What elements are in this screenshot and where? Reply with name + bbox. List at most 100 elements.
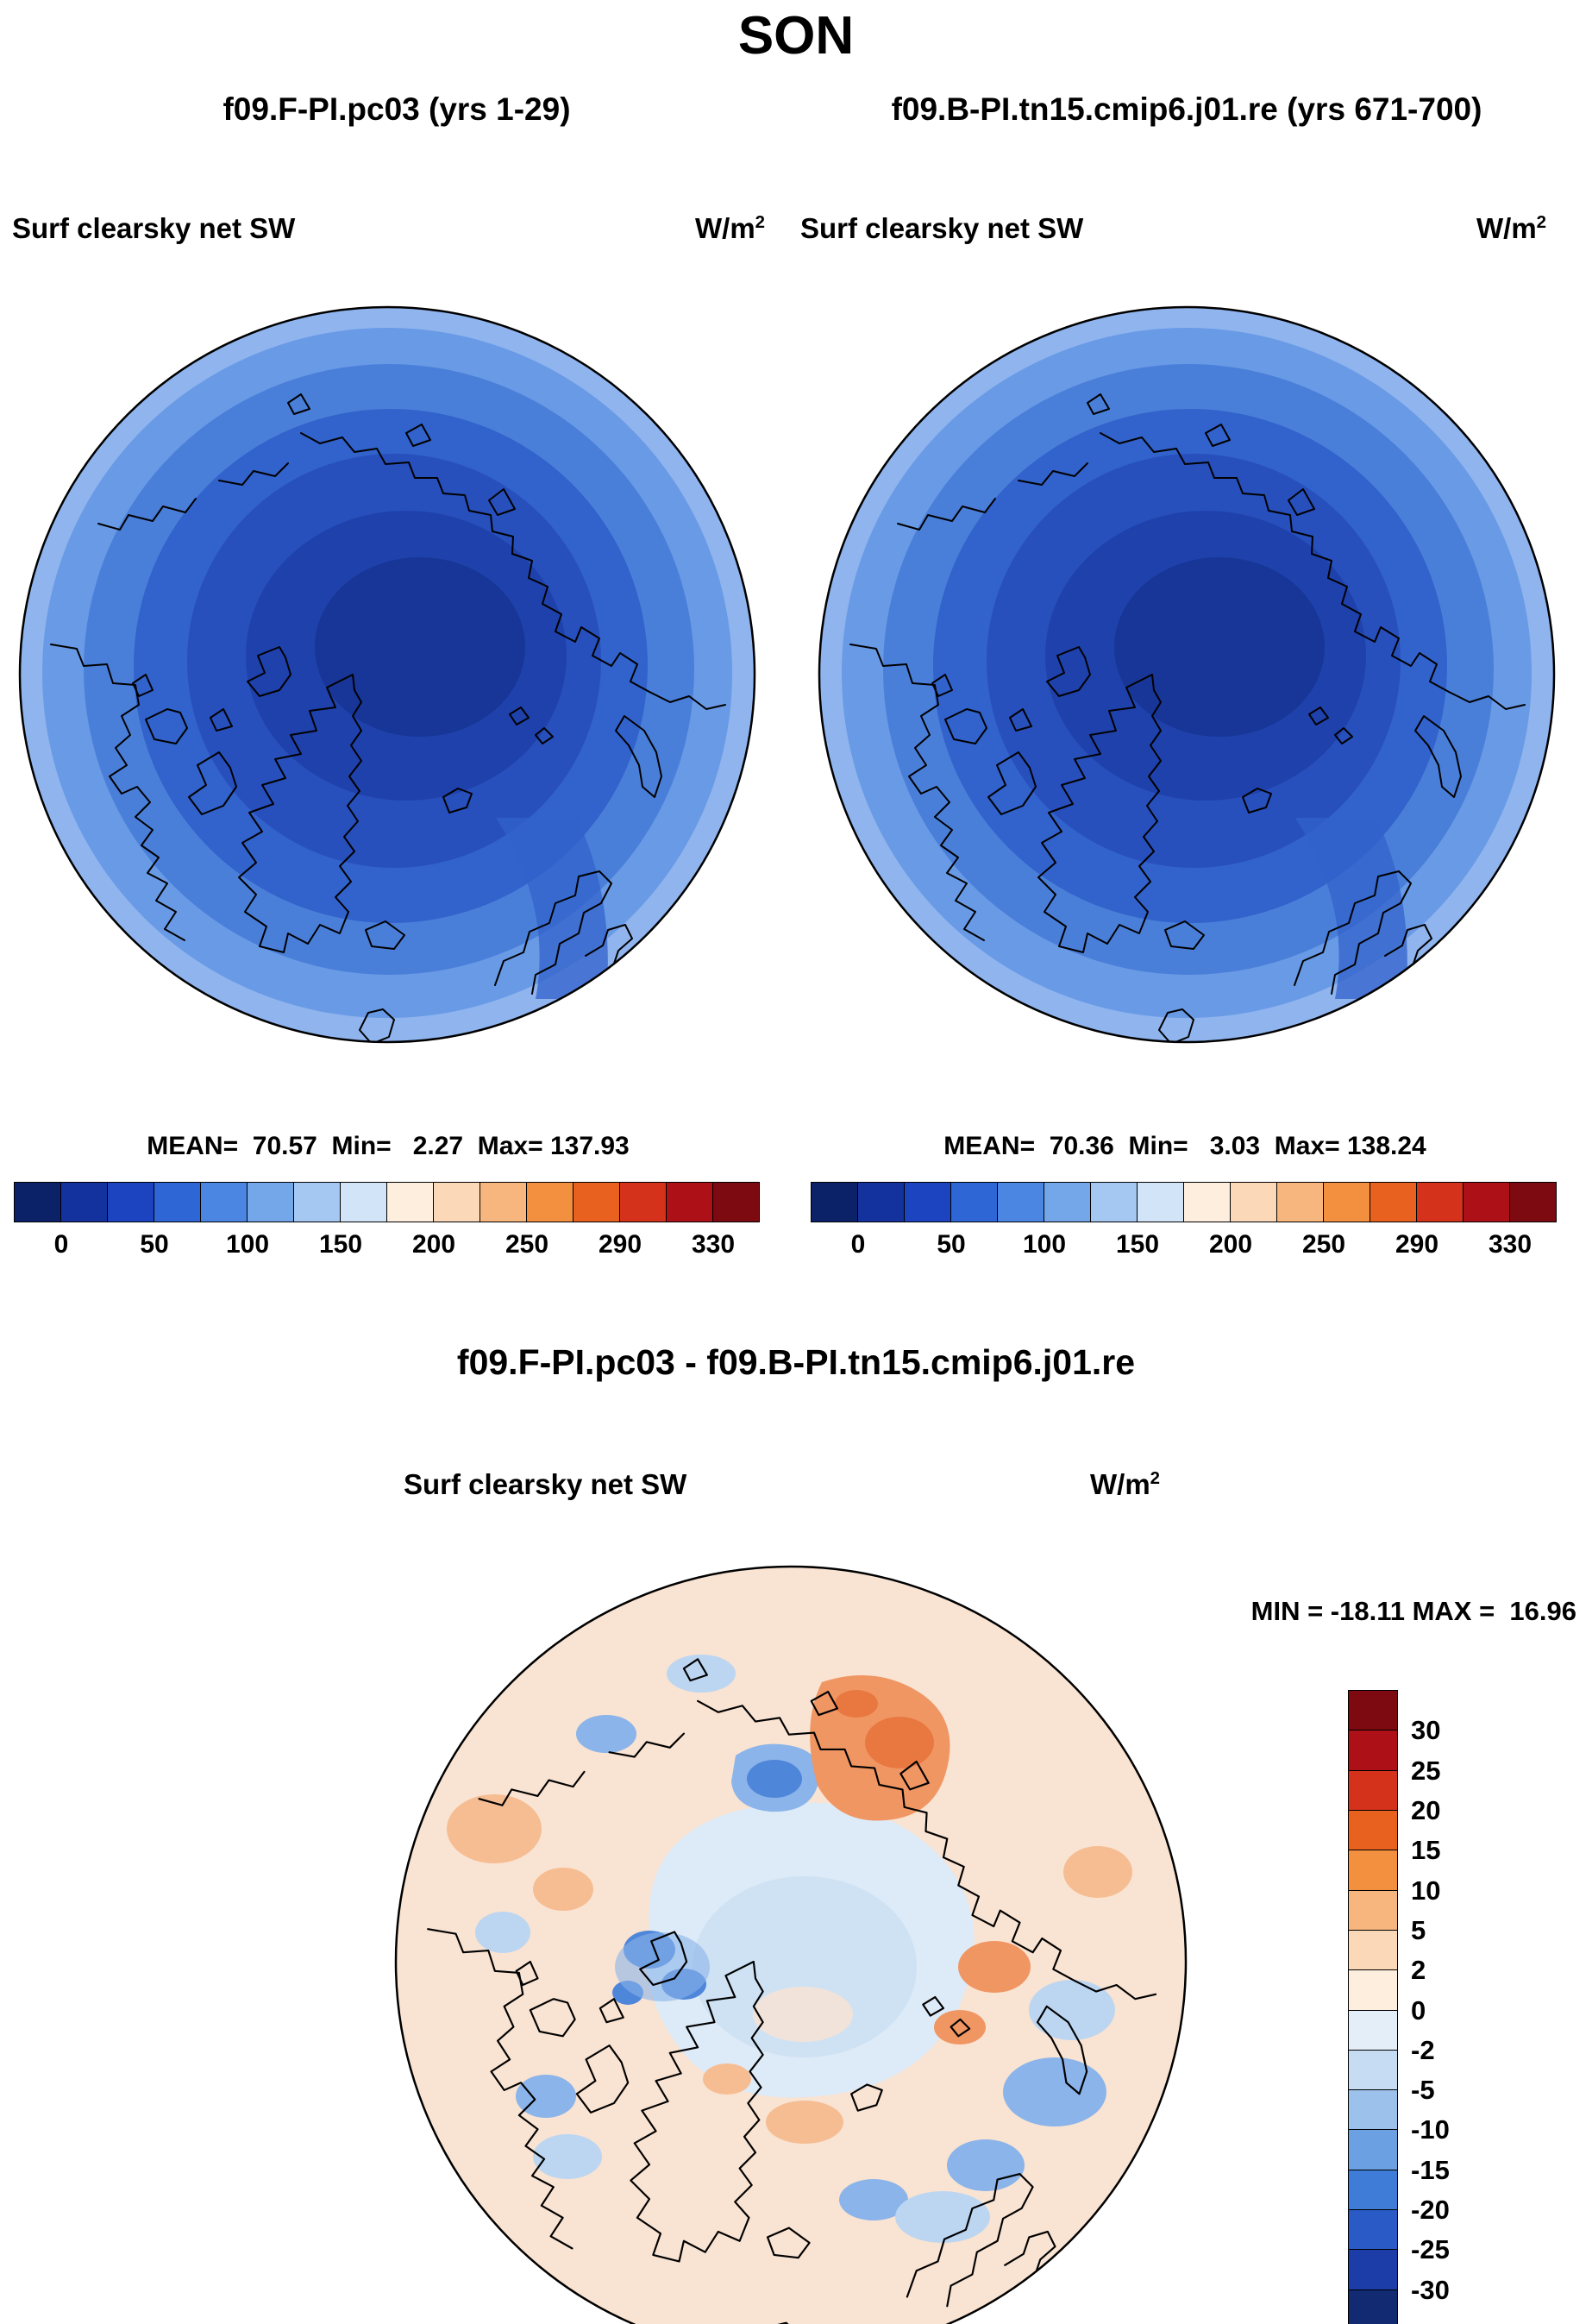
field-label-right: Surf clearsky net SW [800, 212, 1084, 244]
colorbar-box [1348, 2049, 1398, 2091]
units-exponent: 2 [1150, 1468, 1161, 1488]
colorbar-box [107, 1182, 154, 1222]
colorbar-tick: -15 [1411, 2154, 1450, 2185]
colorbar-tick: -2 [1411, 2034, 1435, 2065]
units-base: W/m [695, 212, 755, 244]
map-left-content [16, 304, 758, 1046]
colorbar-box [1463, 1182, 1510, 1222]
colorbar-tick: 50 [937, 1230, 966, 1259]
colorbar-tick: -30 [1411, 2274, 1450, 2305]
colorbar-box [1323, 1182, 1370, 1222]
colorbar-tick: 25 [1411, 1755, 1441, 1786]
colorbar-box [1348, 2089, 1398, 2131]
colorbar-left [14, 1182, 760, 1222]
colorbar-box [1348, 2129, 1398, 2170]
colorbar-box [1348, 1850, 1398, 1891]
colorbar-box [1416, 1182, 1464, 1222]
colorbar-box [386, 1182, 434, 1222]
map-right [816, 304, 1558, 1046]
units-label-left: W/m2 [695, 212, 765, 245]
difference-colorbar-labels: 30 25 20 15 10 5 2 0 -2 -5 -10 -15 -20 -25 -30 [1411, 1691, 1523, 2324]
colorbar-right [811, 1182, 1557, 1222]
units-exponent: 2 [755, 212, 766, 232]
colorbar-box [1090, 1182, 1138, 1222]
colorbar-box [293, 1182, 341, 1222]
colorbar-box [1348, 2289, 1398, 2324]
colorbar-tick: 0 [1411, 1994, 1426, 2026]
field-label-left: Surf clearsky net SW [12, 212, 296, 244]
colorbar-box [573, 1182, 620, 1222]
colorbar-tick: 20 [1411, 1794, 1441, 1825]
colorbar-box [1044, 1182, 1091, 1222]
colorbar-tick: 100 [1022, 1230, 1067, 1259]
colorbar-tick: 330 [1488, 1230, 1532, 1259]
colorbar-tick: 200 [1208, 1230, 1253, 1259]
colorbar-box [1348, 1769, 1398, 1811]
colorbar-box [997, 1182, 1044, 1222]
units-base: W/m [1476, 212, 1537, 244]
colorbar-box [1183, 1182, 1231, 1222]
map-right-content [816, 304, 1558, 1046]
colorbar-tick: -20 [1411, 2195, 1450, 2226]
case-title-left: f09.F-PI.pc03 (yrs 1-29) [223, 91, 571, 127]
colorbar-box [1137, 1182, 1184, 1222]
colorbar-box [1348, 1889, 1398, 1931]
colorbar-tick: 250 [505, 1230, 549, 1259]
colorbar-box [60, 1182, 108, 1222]
colorbar-tick: 290 [1395, 1230, 1439, 1259]
difference-minmax: MIN = -18.11 MAX = 16.96 [1250, 1596, 1576, 1626]
colorbar-tick: 250 [1301, 1230, 1346, 1259]
colorbar-box [904, 1182, 951, 1222]
colorbar-box [1348, 2209, 1398, 2251]
case-title-right: f09.B-PI.tn15.cmip6.j01.re (yrs 671-700) [891, 91, 1482, 127]
colorbar-box [479, 1182, 527, 1222]
colorbar-box [1369, 1182, 1417, 1222]
colorbar-tick: -25 [1411, 2234, 1450, 2265]
colorbar-box [1276, 1182, 1324, 1222]
difference-colorbar [1348, 1690, 1398, 2324]
colorbar-tick: 0 [850, 1230, 866, 1259]
stats-right: MEAN= 70.36 Min= 3.03 Max= 138.24 [943, 1132, 1426, 1160]
colorbar-tick: -5 [1411, 2075, 1435, 2106]
colorbar-box [1348, 2169, 1398, 2211]
colorbar-box [1348, 1929, 1398, 1971]
map-left [16, 304, 758, 1046]
colorbar-tick: 290 [598, 1230, 642, 1259]
colorbar-tick: 5 [1411, 1914, 1426, 1945]
colorbar-tick: 150 [1115, 1230, 1160, 1259]
colorbar-tick: -10 [1411, 2114, 1450, 2145]
stats-left: MEAN= 70.57 Min= 2.27 Max= 137.93 [147, 1132, 630, 1160]
colorbar-box [14, 1182, 61, 1222]
units-label-right: W/m2 [1476, 212, 1546, 245]
colorbar-tick: 200 [411, 1230, 456, 1259]
season-title: SON [737, 6, 855, 66]
colorbar-box [340, 1182, 387, 1222]
difference-title: f09.F-PI.pc03 - f09.B-PI.tn15.cmip6.j01.… [456, 1342, 1136, 1382]
colorbar-tick: 150 [318, 1230, 363, 1259]
colorbar-box [1348, 2249, 1398, 2290]
colorbar-box [1509, 1182, 1557, 1222]
colorbar-box [666, 1182, 713, 1222]
units-label-difference: W/m2 [1090, 1468, 1160, 1501]
colorbar-box [1348, 1809, 1398, 1851]
colorbar-box [526, 1182, 573, 1222]
colorbar-box [619, 1182, 667, 1222]
colorbar-box [1348, 1690, 1398, 1731]
difference-contours [396, 1567, 1186, 2324]
colorbar-tick: 0 [53, 1230, 69, 1259]
colorbar-box [200, 1182, 248, 1222]
colorbar-box [1348, 1969, 1398, 2011]
colorbar-box [811, 1182, 858, 1222]
colorbar-box [1230, 1182, 1277, 1222]
colorbar-tick: 100 [225, 1230, 270, 1259]
units-exponent: 2 [1536, 212, 1547, 232]
colorbar-box [433, 1182, 480, 1222]
colorbar-box [712, 1182, 760, 1222]
units-base: W/m [1090, 1468, 1150, 1500]
colorbar-box [247, 1182, 294, 1222]
field-label-difference: Surf clearsky net SW [404, 1468, 687, 1500]
colorbar-box [1348, 2009, 1398, 2051]
colorbar-left-ticks: 0 50 100 150 200 250 290 330 [15, 1230, 760, 1266]
colorbar-tick: 330 [691, 1230, 736, 1259]
